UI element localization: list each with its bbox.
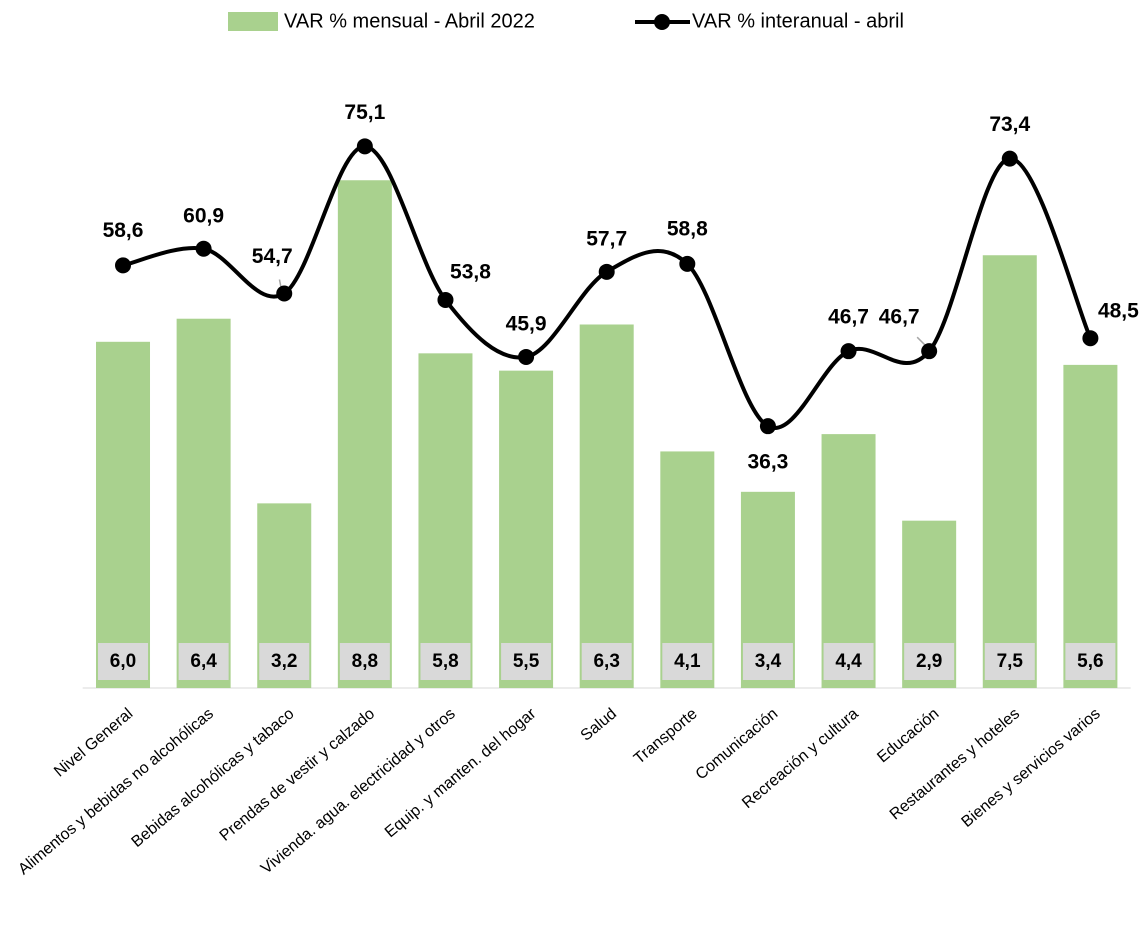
line-value-label: 57,7 [586,227,627,250]
legend-swatch [228,12,278,31]
bar-value-label: 5,5 [513,651,540,672]
legend-swatch [654,14,670,30]
x-tick-label: Prendas de vestir y calzado [217,705,379,844]
x-tick-label: Transporte [631,705,701,767]
line-value-label: 75,1 [344,101,385,124]
bar-value-label: 6,4 [190,651,217,672]
label-box [742,643,793,680]
x-tick-label: Nivel General [51,705,136,780]
bar [579,324,634,688]
label-box [98,643,149,680]
bar-value-label: 7,5 [997,651,1024,672]
line [122,144,1093,430]
line-point [518,348,535,365]
line-value-label: 45,9 [506,312,547,335]
x-tick-label: Bienes y servicios varios [959,705,1104,831]
x-tick-label: Bebidas alcohólicas y tabaco [129,705,298,851]
line-point [759,418,776,435]
bar-value-label: 5,6 [1077,651,1103,672]
line-point [115,257,132,274]
line-point [598,263,615,280]
label-box [501,643,552,680]
bar [982,255,1037,688]
line-point [679,255,696,272]
bar-value-label: 2,9 [916,651,942,672]
label-box [259,643,310,680]
line-value-label: 73,4 [989,113,1030,136]
line-point [1082,330,1099,347]
label-box [581,643,632,680]
bar-value-label: 3,2 [271,651,297,672]
line-value-label: 58,8 [667,217,708,240]
bar [176,318,231,688]
bar [1063,364,1118,688]
bar-value-label: 5,8 [432,651,458,672]
bar [96,341,151,688]
bar [418,353,473,688]
x-tick-label: Equip. y manten. del hogar [382,705,540,841]
line-value-label: 36,3 [747,451,788,474]
line-point [921,343,938,360]
label-box [420,643,471,680]
bar [499,370,554,688]
x-tick-label: Salud [578,705,620,744]
bar-value-label: 4,1 [674,651,701,672]
line-point [840,343,857,360]
label-box [984,643,1035,680]
line-value-label: 58,6 [103,219,144,242]
line-value-label: 46,7 [879,306,920,329]
bar-value-label: 6,3 [593,651,619,672]
bar-value-label: 4,4 [835,651,862,672]
line-point [1001,150,1018,167]
line-value-label: 54,7 [252,245,293,268]
legend-label: VAR % mensual - Abril 2022 [284,10,535,32]
label-box [662,643,713,680]
bar-value-label: 3,4 [755,651,782,672]
legend-label: VAR % interanual - abril [692,10,904,32]
bar [337,180,392,689]
x-tick-label: Comunicación [693,705,782,783]
label-box [178,643,229,680]
line-point [356,138,373,155]
line-point [195,240,212,257]
line-point [276,285,293,302]
line-value-label: 60,9 [183,204,224,227]
x-tick-label: Educación [874,705,942,766]
line-value-label: 48,5 [1098,300,1139,323]
line-value-label: 46,7 [828,306,869,329]
label-box [339,643,390,680]
line-value-label: 53,8 [450,261,491,284]
label-box [904,643,955,680]
label-box [1065,643,1116,680]
line-point [437,291,454,308]
bar-value-label: 8,8 [352,651,378,672]
bar-value-label: 6,0 [110,651,136,672]
x-tick-label: Restaurantes y hoteles [887,705,1023,823]
label-box [823,643,874,680]
